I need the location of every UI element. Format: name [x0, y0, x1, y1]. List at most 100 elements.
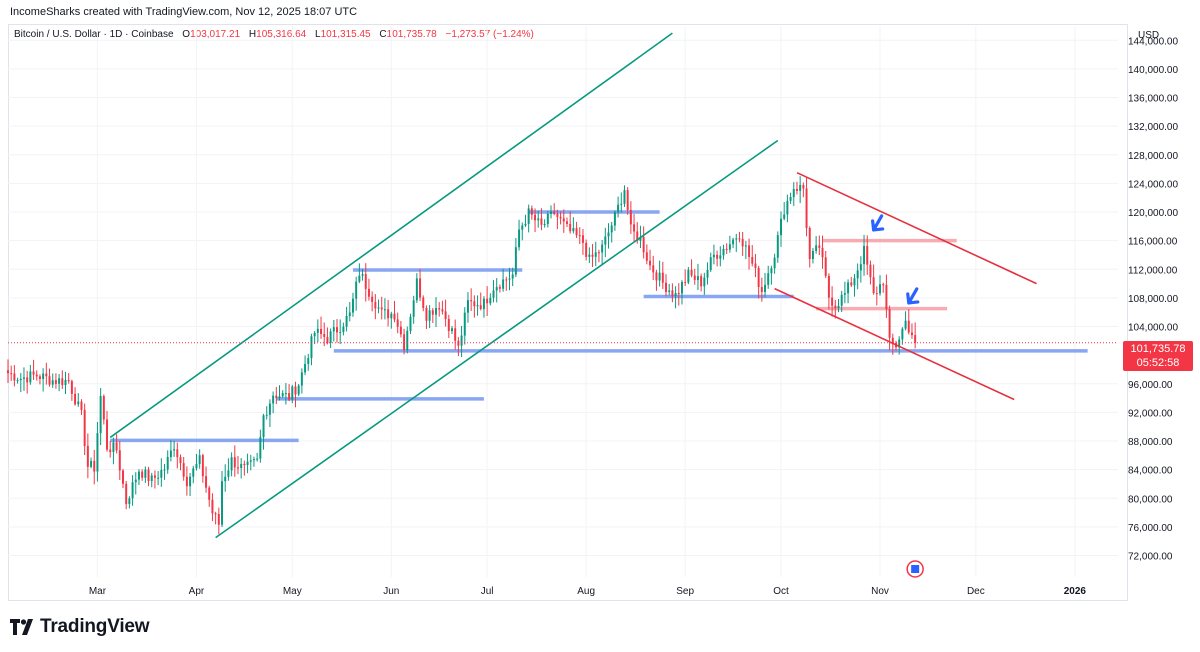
candle-body: [351, 298, 354, 313]
candle-body: [118, 450, 121, 471]
candle-body: [377, 307, 380, 309]
candle-body: [16, 380, 19, 382]
candle-body: [336, 327, 338, 333]
currency-label[interactable]: USD: [1138, 30, 1160, 41]
candle-body: [163, 469, 166, 471]
candle-body: [441, 309, 444, 312]
candle-body: [67, 380, 70, 382]
candle-body: [361, 274, 364, 276]
candle-body: [565, 221, 568, 224]
x-tick-label: Jun: [383, 586, 399, 597]
candle-body: [374, 301, 377, 309]
candle-body: [438, 308, 441, 310]
red-channel-line: [774, 287, 1015, 401]
candle-body: [102, 396, 105, 420]
candle-body: [633, 224, 636, 232]
candle-body: [339, 331, 342, 333]
candle-body: [106, 419, 109, 450]
chart-pane[interactable]: [8, 24, 1128, 601]
candle-body: [879, 284, 882, 294]
candle-body: [74, 393, 77, 405]
candle-body: [19, 378, 22, 381]
candle-body: [431, 310, 434, 315]
candle-body: [320, 328, 323, 335]
candle-body: [326, 336, 329, 343]
candle-body: [802, 184, 805, 189]
candle-body: [789, 197, 792, 201]
candle-body: [831, 297, 834, 306]
candle-body: [463, 312, 466, 336]
candle-body: [26, 377, 29, 383]
candle-body: [93, 460, 96, 472]
candle-body: [588, 254, 591, 257]
candle-body: [728, 244, 731, 250]
candle-body: [706, 270, 709, 278]
candle-body: [173, 449, 176, 451]
candle-body: [409, 316, 412, 331]
annotation-arrow: [871, 214, 885, 232]
candle-body: [460, 335, 463, 346]
candle-body: [122, 470, 124, 484]
candle-body: [281, 393, 284, 397]
candle-body: [198, 455, 201, 465]
candle-body: [90, 460, 93, 467]
candle-body: [910, 332, 913, 336]
candle-body: [134, 479, 137, 483]
candle-body: [383, 309, 386, 311]
candle-body: [329, 331, 332, 343]
candle-body: [572, 228, 575, 232]
candle-body: [898, 339, 901, 348]
tradingview-logo[interactable]: TradingView: [10, 616, 150, 638]
candle-body: [521, 225, 524, 230]
candle-body: [249, 460, 252, 462]
candle-body: [693, 275, 696, 280]
candle-body: [64, 380, 67, 386]
candle-body: [821, 247, 824, 258]
candle-body: [284, 393, 287, 395]
candle-body: [141, 471, 144, 478]
candle-body: [131, 482, 134, 499]
candle-body: [546, 213, 549, 225]
candle-body: [655, 272, 658, 281]
candle-body: [914, 335, 917, 343]
candle-body: [393, 313, 396, 320]
candle-body: [61, 378, 64, 386]
candle-body: [367, 288, 370, 297]
candle-body: [166, 457, 169, 470]
symbol-name: Bitcoin / U.S. Dollar · 1D · Coinbase: [14, 29, 174, 40]
candle-body: [80, 401, 83, 410]
candle-body: [502, 279, 505, 289]
candle-body: [259, 437, 262, 459]
candle-body: [543, 224, 546, 226]
candle-body: [642, 236, 645, 253]
candle-body: [147, 469, 150, 482]
y-tick-label: 144,000.00: [1128, 36, 1178, 47]
candle-body: [850, 282, 853, 286]
x-tick-label: Nov: [871, 586, 889, 597]
y-tick-label: 72,000.00: [1128, 552, 1173, 563]
candle-body: [243, 463, 246, 466]
candle-body: [559, 216, 562, 219]
candle-body: [268, 403, 271, 415]
candle-body: [901, 328, 904, 340]
candle-body: [581, 235, 584, 243]
candle-body: [195, 464, 198, 469]
candle-body: [128, 498, 131, 505]
candle-body: [288, 393, 291, 400]
candle-body: [684, 281, 687, 283]
candle-body: [904, 320, 907, 329]
y-tick-label: 132,000.00: [1128, 122, 1178, 133]
candle-body: [741, 238, 744, 247]
y-tick-label: 76,000.00: [1128, 523, 1173, 534]
y-tick-label: 140,000.00: [1128, 65, 1178, 76]
candle-body: [760, 287, 763, 292]
candle-body: [332, 327, 335, 332]
green-channel-line: [215, 139, 779, 539]
candle-body: [866, 245, 869, 265]
candle-body: [38, 376, 41, 379]
x-tick-label: 2026: [1064, 586, 1087, 597]
candle-body: [316, 328, 319, 333]
candle-body: [863, 245, 866, 265]
change-value: −1,273.57 (−1.24%): [445, 29, 534, 40]
